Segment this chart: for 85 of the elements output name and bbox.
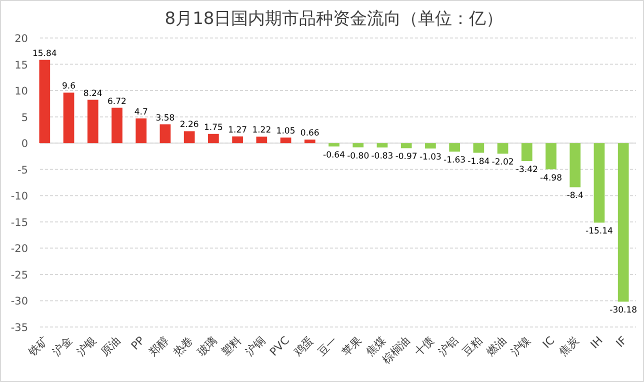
chart-title: 8月18日国内期市品种资金流向（单位：亿） xyxy=(164,9,504,29)
x-tick-label: 鸡蛋 xyxy=(290,334,316,360)
data-label: 1.05 xyxy=(276,126,296,137)
y-tick-label: -10 xyxy=(10,190,28,203)
data-label: -0.64 xyxy=(323,150,345,160)
x-tick-label: 豆粕 xyxy=(460,334,485,359)
bar xyxy=(63,92,74,144)
x-tick-label: 沪铜 xyxy=(243,334,268,359)
y-tick-label: -35 xyxy=(10,322,28,334)
data-label: -1.03 xyxy=(419,152,442,163)
data-label: -0.80 xyxy=(347,151,370,162)
y-tick-label: 15 xyxy=(14,59,28,72)
data-label: -30.18 xyxy=(610,306,638,316)
bar xyxy=(521,143,532,162)
x-tick-label: 塑料 xyxy=(218,334,244,359)
bar xyxy=(39,60,50,144)
y-tick-label: -5 xyxy=(18,164,28,176)
y-tick-label: 5 xyxy=(21,112,28,124)
data-label: -15.14 xyxy=(586,226,613,237)
bar xyxy=(425,143,436,149)
bar xyxy=(184,131,195,144)
data-label: 2.26 xyxy=(180,120,199,130)
y-tick-label: 10 xyxy=(14,86,28,98)
data-label: 1.75 xyxy=(204,122,223,133)
bar xyxy=(400,143,412,148)
x-tick-label: IH xyxy=(588,334,606,352)
data-label: -0.97 xyxy=(395,152,418,162)
bar xyxy=(280,138,292,144)
x-tick-label: 豆一 xyxy=(315,334,340,359)
y-tick-label: -15 xyxy=(10,216,28,229)
bar xyxy=(473,143,484,153)
x-tick-label: PP xyxy=(128,334,148,353)
data-label: -3.42 xyxy=(516,165,538,176)
bar xyxy=(352,143,364,148)
bar xyxy=(594,143,605,223)
data-label: 6.72 xyxy=(108,96,126,107)
x-tick-label: 郑醇 xyxy=(146,334,172,359)
data-label: 9.6 xyxy=(62,82,76,92)
x-tick-label: 十债 xyxy=(412,334,437,359)
x-tick-label: 燃油 xyxy=(484,334,509,359)
y-tick-label: -30 xyxy=(10,296,28,308)
data-label: -8.4 xyxy=(566,191,584,202)
bar xyxy=(112,108,122,144)
bar xyxy=(376,143,388,148)
data-label: -4.98 xyxy=(540,173,562,184)
x-tick-label: 沪镍 xyxy=(508,334,534,359)
bar xyxy=(546,143,556,170)
x-tick-label: 原油 xyxy=(98,334,124,359)
bar xyxy=(87,100,98,144)
bar xyxy=(497,143,508,154)
data-label: -1.63 xyxy=(444,156,466,166)
x-tick-label: 沪银 xyxy=(74,334,100,359)
data-label: -2.02 xyxy=(492,158,514,168)
x-tick-label: 苹果 xyxy=(339,334,364,359)
x-tick-label: 沪铝 xyxy=(436,334,461,359)
bar xyxy=(449,143,460,152)
x-tick-label: 热卷 xyxy=(170,334,196,359)
bar xyxy=(328,143,340,146)
data-label: 4.7 xyxy=(134,107,148,118)
data-label: 15.84 xyxy=(32,48,57,59)
bar xyxy=(232,136,243,144)
bar xyxy=(618,143,629,302)
data-label: 8.24 xyxy=(83,88,102,99)
bar xyxy=(136,118,147,144)
bar xyxy=(208,134,219,144)
x-tick-label: 沪金 xyxy=(50,334,75,359)
bar xyxy=(160,124,171,144)
bar xyxy=(304,140,316,144)
data-label: 1.22 xyxy=(252,126,272,136)
bar xyxy=(256,136,268,144)
data-label: 0.66 xyxy=(300,128,320,139)
y-tick-label: 0 xyxy=(21,138,28,150)
bar xyxy=(570,143,581,188)
data-label: 3.58 xyxy=(156,113,175,124)
data-label: -1.84 xyxy=(468,156,490,167)
data-label: -0.83 xyxy=(371,151,394,162)
data-label: 1.27 xyxy=(228,125,248,136)
y-tick-label: -25 xyxy=(10,269,28,282)
x-tick-label: IF xyxy=(613,334,630,350)
x-tick-label: IC xyxy=(540,334,558,351)
x-tick-label: 玻璃 xyxy=(194,334,220,359)
y-tick-label: -20 xyxy=(10,243,28,256)
y-tick-label: 20 xyxy=(14,33,28,45)
x-tick-label: 焦炭 xyxy=(556,334,582,359)
x-tick-label: 铁矿 xyxy=(25,334,51,360)
